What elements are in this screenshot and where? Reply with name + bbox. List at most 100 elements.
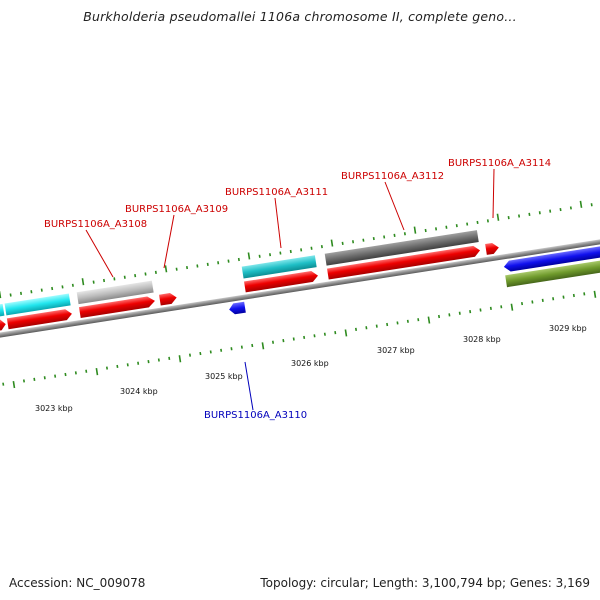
scale-tick-minor [320,245,323,249]
scale-tick-minor [154,270,157,275]
gene-bar-reverse-olive[interactable] [505,254,600,288]
gene-labels: BURPS1106A_A3108 BURPS1106A_A3109 BURPS1… [44,158,551,421]
scale-tick-minor [230,347,233,351]
cds-arrow-a3114[interactable] [485,242,500,255]
scale-tick-minor [237,257,240,262]
scale-tick-major [95,368,99,376]
scale-tick-minor [54,374,57,378]
scale-tick-minor [590,203,593,207]
scale-tick-minor [352,240,355,244]
label-leader-lines [85,168,495,411]
accession-text: Accession: NC_009078 [9,576,146,590]
scale-tick-minor [217,261,220,265]
gene-label-a3111[interactable]: BURPS1106A_A3111 [225,187,328,198]
scale-tick-minor [383,235,386,239]
scale-tick-minor [549,209,552,213]
genome-summary-text: Topology: circular; Length: 3,100,794 bp… [260,576,590,590]
leader-line-a3109 [163,214,175,269]
scale-tick-minor [486,219,489,223]
cds-arrow-a3106[interactable] [6,308,73,330]
scale-tick-minor [583,292,586,296]
scale-tick-minor [507,216,510,220]
gene-bar-a3108[interactable] [76,280,154,305]
scale-tick-major [579,200,583,208]
scale-tick-minor [271,340,275,344]
scale-tick-major [81,278,85,286]
scale-tick-minor [168,356,171,360]
scale-tick-minor [43,376,46,380]
scale-tick-minor [310,246,313,250]
scale-tick-minor [489,306,492,311]
scale-tick-minor [196,264,199,268]
gene-label-a3108[interactable]: BURPS1106A_A3108 [44,219,147,230]
scale-tick-minor [466,222,469,226]
scale-tick-major [261,342,265,350]
leader-line-a3111 [274,197,282,249]
cds-arrow-a3109[interactable] [159,292,177,306]
scale-tick-minor [206,262,209,266]
gene-label-a3114[interactable]: BURPS1106A_A3114 [448,158,551,169]
scale-tick-minor [424,228,427,233]
cds-arrow-a3108[interactable] [79,295,156,318]
scale-tick-minor [144,272,147,276]
gene-label-a3112[interactable]: BURPS1106A_A3112 [341,171,444,182]
scale-tick-major [178,355,182,363]
scale-tick-minor [500,305,503,309]
gene-bar-a3112[interactable] [324,230,479,266]
kbp-label-3029: 3029 kbp [549,324,587,333]
scale-tick-major [413,226,417,234]
scale-tick-minor [199,351,202,356]
scale-tick-minor [102,278,106,283]
scale-ticks-forward [0,200,593,299]
scale-tick-minor [240,345,243,349]
cds-arrow-reverse-blue[interactable] [503,240,600,273]
scale-tick-minor [300,248,303,252]
scale-tick-minor [61,285,64,289]
cds-arrow-a3112[interactable] [327,245,481,280]
scale-tick-minor [2,382,5,386]
scale-tick-minor [476,220,479,225]
scale-tick-major [344,329,348,337]
scale-tick-minor [396,321,399,325]
scale-tick-minor [9,293,12,297]
scale-tick-minor [572,293,575,298]
gene-bar-a3111[interactable] [241,255,317,279]
scale-tick-minor [479,308,482,312]
scale-tick-minor [323,332,326,336]
scale-tick-minor [64,372,67,377]
gene-label-a3109[interactable]: BURPS1106A_A3109 [125,204,228,215]
scale-tick-minor [282,339,285,343]
scale-tick-minor [372,236,375,241]
scale-tick-minor [386,322,389,327]
scale-tick-minor [92,280,95,284]
leader-line-a3110 [244,361,254,411]
kbp-scale-labels: 3023 kbp 3024 kbp 3025 kbp 3026 kbp 3027… [35,324,587,413]
scale-tick-minor [455,224,458,228]
cds-arrow-a3111[interactable] [244,270,319,293]
cds-arrow-a3110[interactable] [228,301,246,315]
scale-tick-minor [518,214,521,218]
scale-tick-minor [289,249,292,254]
scale-tick-minor [531,300,534,304]
scale-tick-major [0,291,2,299]
scale-tick-minor [334,330,337,335]
gene-label-a3110[interactable]: BURPS1106A_A3110 [204,410,307,421]
scale-tick-minor [258,254,261,258]
scale-tick-minor [227,259,230,263]
scale-tick-major [510,303,514,311]
scale-tick-minor [85,369,88,373]
gene-bar-cyan[interactable] [4,293,71,316]
scale-tick-minor [362,238,365,242]
scale-tick-minor [562,295,565,299]
leader-line-a3108 [85,229,114,278]
scale-tick-minor [403,232,406,236]
scale-tick-minor [251,343,254,348]
chromosome-backbone [0,227,600,350]
scale-tick-minor [469,310,472,314]
leader-line-a3112 [384,181,405,231]
scale-tick-minor [528,212,531,216]
scale-tick-major [247,252,251,260]
scale-tick-minor [40,288,43,292]
scale-tick-major [496,213,500,221]
